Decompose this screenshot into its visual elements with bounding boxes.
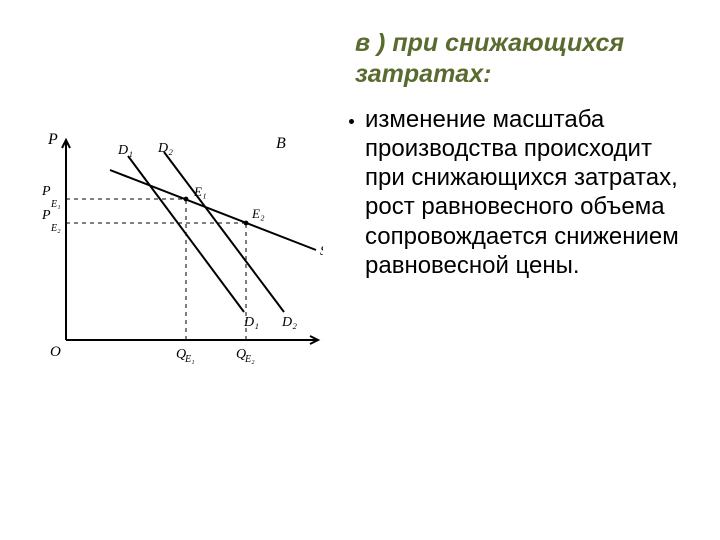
svg-text:E₁: E₁: [193, 184, 206, 199]
svg-text:D₂: D₂: [281, 315, 297, 330]
svg-text:P: P: [41, 208, 51, 223]
section-heading: в ) при снижающихся затратах:: [355, 28, 690, 91]
svg-text:D₂: D₂: [157, 141, 173, 156]
svg-text:O: O: [50, 344, 61, 360]
body-paragraph: изменение масштаба производства происход…: [365, 106, 679, 279]
svg-text:В: В: [276, 135, 286, 152]
svg-text:D₁: D₁: [243, 315, 259, 330]
svg-text:P: P: [41, 184, 51, 199]
svg-text:E₂: E₂: [50, 223, 61, 234]
svg-text:E₂: E₂: [251, 206, 265, 221]
svg-text:Q: Q: [322, 331, 323, 348]
bullet-icon: [349, 119, 354, 124]
svg-text:E₂: E₂: [244, 354, 255, 365]
svg-text:E₁: E₁: [50, 199, 61, 210]
svg-text:D₁: D₁: [117, 143, 133, 158]
svg-text:E₁: E₁: [184, 354, 195, 365]
svg-text:S: S: [320, 244, 323, 259]
chart-column: PQOВSD₁D₁D₂D₂E₁E₂PE₁PE₂QE₁QE₂: [0, 0, 345, 540]
economics-chart: PQOВSD₁D₁D₂D₂E₁E₂PE₁PE₂QE₁QE₂: [38, 130, 323, 385]
svg-text:P: P: [47, 131, 58, 148]
body-paragraph-container: изменение масштаба производства происход…: [355, 105, 690, 281]
text-column: в ) при снижающихся затратах: изменение …: [345, 0, 720, 540]
